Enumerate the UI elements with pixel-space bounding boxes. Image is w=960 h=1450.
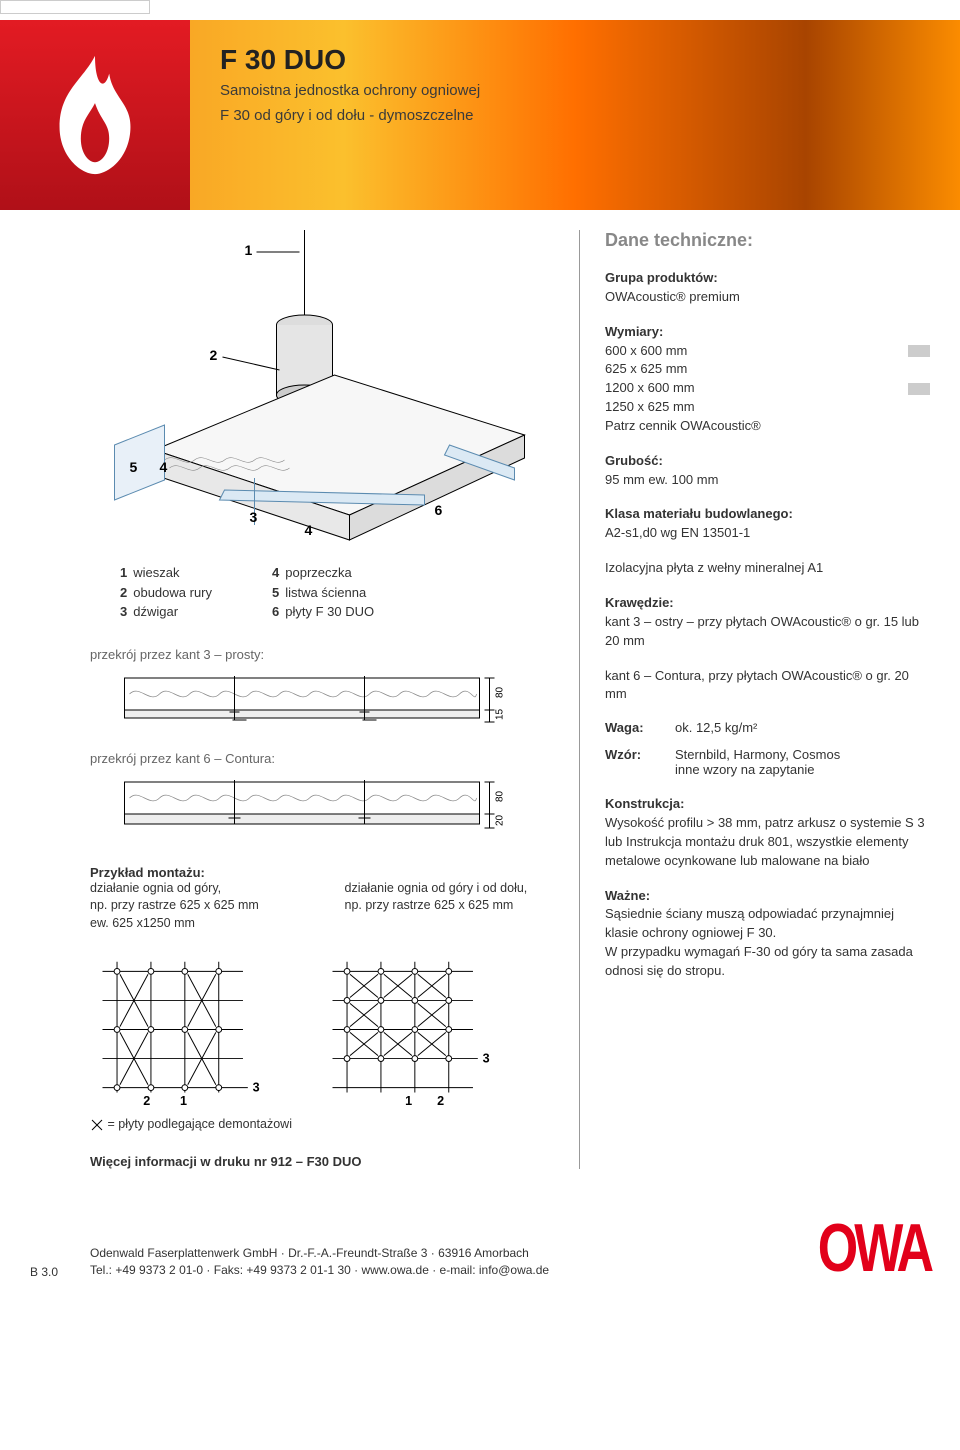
grid-1: 3 2 1 <box>90 952 270 1107</box>
edges-val-1: kant 3 – ostry – przy płytach OWAcoustic… <box>605 613 930 651</box>
subtitle-1: Samoistna jednostka ochrony ogniowej <box>220 80 930 101</box>
thickness-value: 95 mm ew. 100 mm <box>605 471 930 490</box>
label-6: 6 <box>435 502 443 518</box>
footer-text: Odenwald Faserplattenwerk GmbH · Dr.-F.-… <box>90 1245 818 1279</box>
important-label: Ważne: <box>605 887 930 906</box>
thickness-label: Grubość: <box>605 452 930 471</box>
diagram-legend: 1wieszak 2obudowa rury 3dźwigar 4poprzec… <box>120 563 559 622</box>
label-2: 2 <box>210 347 218 363</box>
constr-value: Wysokość profilu > 38 mm, patrz arkusz o… <box>605 814 930 871</box>
grid-diagrams: 3 2 1 <box>90 952 559 1107</box>
kant3-label: przekrój przez kant 3 – prosty: <box>90 647 559 662</box>
right-column: Dane techniczne: Grupa produktów: OWAcou… <box>580 230 960 1169</box>
svg-text:20: 20 <box>495 814 506 826</box>
svg-text:2: 2 <box>143 1094 150 1107</box>
montage-heading: Przykład montażu: <box>90 865 559 880</box>
flame-icon <box>35 50 155 180</box>
subtitle-2: F 30 od góry i od dołu - dymoszczelne <box>220 105 930 126</box>
edges-val-2: kant 6 – Contura, przy płytach OWAcousti… <box>605 667 930 705</box>
tech-heading: Dane techniczne: <box>605 230 930 251</box>
svg-text:1: 1 <box>180 1094 187 1107</box>
svg-text:3: 3 <box>253 1081 260 1095</box>
header: F 30 DUO Samoistna jednostka ochrony ogn… <box>0 0 960 210</box>
montage-block: Przykład montażu: działanie ognia od gór… <box>90 865 559 1169</box>
x-legend: = płyty podlegające demontażowi <box>90 1117 559 1132</box>
svg-text:80: 80 <box>495 790 506 802</box>
spec-table: Waga:ok. 12,5 kg/m² Wzór:Sternbild, Harm… <box>605 720 930 777</box>
class-label: Klasa materiału budowlanego: <box>605 505 930 524</box>
important-value: Sąsiednie ściany muszą odpowiadać przyna… <box>605 905 930 980</box>
label-4a: 4 <box>160 459 168 475</box>
page-title: F 30 DUO <box>220 44 930 76</box>
svg-text:80: 80 <box>495 686 506 698</box>
iso-diagram: 1 2 5 4 3 4 6 <box>90 230 559 550</box>
svg-text:2: 2 <box>437 1094 444 1107</box>
label-1: 1 <box>245 242 253 258</box>
owa-logo: OWA <box>818 1210 930 1288</box>
fire-icon-box <box>0 20 190 210</box>
constr-label: Konstrukcja: <box>605 795 930 814</box>
group-value: OWAcoustic® premium <box>605 288 930 307</box>
montage-col-2: działanie ognia od góry i od dołu, np. p… <box>345 880 560 933</box>
page-number: B 3.0 <box>30 1265 90 1279</box>
group-label: Grupa produktów: <box>605 269 930 288</box>
dims-label: Wymiary: <box>605 323 930 342</box>
montage-col-1: działanie ognia od góry, np. przy rastrz… <box>90 880 305 933</box>
svg-text:3: 3 <box>483 1051 490 1065</box>
label-4b: 4 <box>305 522 313 538</box>
label-3: 3 <box>250 509 258 525</box>
cross-section-kant6: 80 20 <box>90 774 559 834</box>
grid-2: 3 1 2 <box>320 952 500 1107</box>
header-flame-bg: F 30 DUO Samoistna jednostka ochrony ogn… <box>190 20 960 210</box>
left-column: 1 2 5 4 3 4 6 1wieszak 2obudowa rury 3dź… <box>0 230 580 1169</box>
footer: B 3.0 Odenwald Faserplattenwerk GmbH · D… <box>0 1219 960 1299</box>
svg-text:15: 15 <box>495 708 506 720</box>
top-bar <box>0 0 150 14</box>
label-5: 5 <box>130 459 138 475</box>
edges-label: Krawędzie: <box>605 594 930 613</box>
cross-section-kant3: 80 15 <box>90 670 559 730</box>
main-content: 1 2 5 4 3 4 6 1wieszak 2obudowa rury 3dź… <box>0 210 960 1169</box>
kant6-label: przekrój przez kant 6 – Contura: <box>90 751 559 766</box>
more-info: Więcej informacji w druku nr 912 – F30 D… <box>90 1154 559 1169</box>
insulation-note: Izolacyjna płyta z wełny mineralnej A1 <box>605 559 930 578</box>
svg-text:1: 1 <box>405 1094 412 1107</box>
class-value: A2-s1,d0 wg EN 13501-1 <box>605 524 930 543</box>
fire-icon-container <box>0 0 190 210</box>
